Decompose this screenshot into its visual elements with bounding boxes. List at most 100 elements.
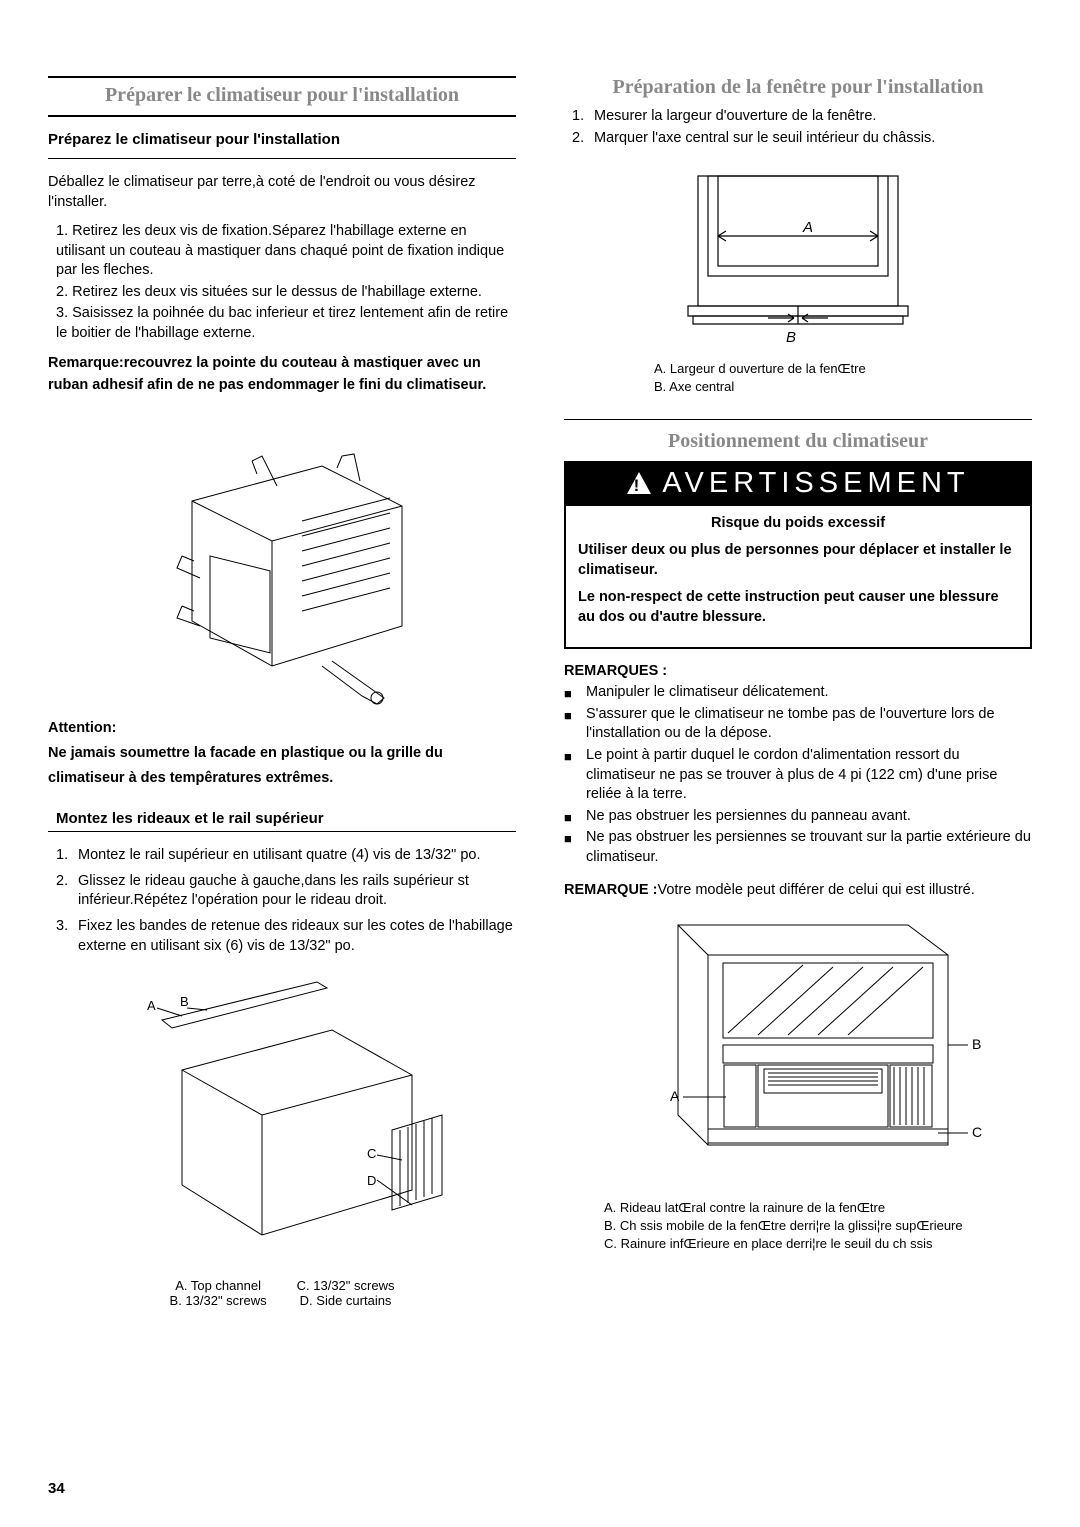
list-text: Manipuler le climatiseur délicatement. [586,683,829,703]
warning-text: Utiliser deux ou plus de personnes pour … [578,541,1018,580]
list-item: 2.Glissez le rideau gauche à gauche,dans… [56,872,516,911]
list-text: Ne pas obstruer les persiennes du pannea… [586,807,911,827]
list-text: Marquer l'axe central sur le seuil intér… [594,129,935,149]
window-ac-illustration: A B C [608,915,988,1185]
left-column: Préparer le climatiseur pour l'installat… [48,70,516,1308]
ac-unit-illustration [122,406,442,706]
warning-risk: Risque du poids excessif [578,514,1018,534]
page-columns: Préparer le climatiseur pour l'installat… [48,70,1032,1308]
figure-window-measure: A B A. Largeur d ouverture de la fenŒtre… [564,166,1032,396]
svg-text:A: A [802,219,813,236]
svg-text:D: D [367,1173,376,1188]
section-title-position: Positionnement du climatiseur [564,430,1032,453]
warning-title: AVERTISSEMENT [662,467,969,500]
list-text: Montez le rail supérieur en utilisant qu… [78,846,481,866]
bullet-icon: ■ [564,683,586,703]
curtains-illustration: A B C D [102,980,462,1270]
legend-item: B. 13/32" screws [170,1293,267,1308]
svg-text:C: C [367,1146,376,1161]
note-paragraph: REMARQUE :Votre modèle peut différer de … [564,881,1032,901]
warning-text: Le non-respect de cette instruction peut… [578,588,1018,627]
list-text: 1. Retirez les deux vis de fixation.Sépa… [56,222,516,281]
rule-thin [48,158,516,159]
numbered-list: 1. Retirez les deux vis de fixation.Sépa… [48,222,516,343]
figure-ac-unit [48,406,516,706]
window-measure-illustration: A B [668,166,928,346]
section-title-window: Préparation de la fenêtre pour l'install… [564,76,1032,99]
list-item: 2.Marquer l'axe central sur le seuil int… [572,129,1032,149]
legend-item: D. Side curtains [297,1293,395,1308]
list-text: S'assurer que le climatiseur ne tombe pa… [586,705,1032,744]
legend-item: C. 13/32" screws [297,1278,395,1293]
figure-window-ac: A B C A. Rideau latŒral contre la rainur… [564,915,1032,1254]
warning-header: ! AVERTISSEMENT [566,463,1030,506]
svg-text:B: B [972,1036,981,1052]
list-text: Glissez le rideau gauche à gauche,dans l… [78,872,516,911]
page-number: 34 [48,1480,65,1497]
caption-line: A. Largeur d ouverture de la fenŒtre [654,360,1032,378]
rule [48,76,516,78]
rule-thin [48,831,516,832]
warning-body: Risque du poids excessif Utiliser deux o… [566,506,1030,648]
legend-col: C. 13/32" screws D. Side curtains [297,1278,395,1308]
attention-label: Attention: [48,720,116,736]
svg-text:A: A [670,1088,680,1104]
bullet-icon: ■ [564,705,586,744]
list-item: ■Le point à partir duquel le cordon d'al… [564,746,1032,805]
list-text: Le point à partir duquel le cordon d'ali… [586,746,1032,805]
numbered-list-window: 1.Mesurer la largeur d'ouverture de la f… [564,107,1032,148]
list-num: 1. [572,107,594,127]
list-item: ■Manipuler le climatiseur délicatement. [564,683,1032,703]
list-item: 1.Mesurer la largeur d'ouverture de la f… [572,107,1032,127]
bullet-icon: ■ [564,807,586,827]
list-text: Fixez les bandes de retenue des rideaux … [78,917,516,956]
list-num: 3. [56,917,78,956]
list-text: 3. Saisissez la poihnée du bac inferieur… [56,304,516,343]
list-text: Mesurer la largeur d'ouverture de la fen… [594,107,876,127]
attention-block: Attention: Ne jamais soumettre la facade… [48,716,516,790]
svg-text:!: ! [634,476,645,495]
legend-item: A. Top channel [170,1278,267,1293]
list-item: 1. Retirez les deux vis de fixation.Sépa… [56,222,516,281]
list-item: ■Ne pas obstruer les persiennes se trouv… [564,828,1032,867]
list-num: 2. [572,129,594,149]
figure-legend: A. Top channel B. 13/32" screws C. 13/32… [48,1278,516,1308]
right-column: Préparation de la fenêtre pour l'install… [564,70,1032,1308]
figure-curtains: A B C D A. Top channel B. 13/32" screws … [48,980,516,1308]
bullet-icon: ■ [564,828,586,867]
svg-text:B: B [786,329,796,346]
caption-line: B. Axe central [654,378,1032,396]
subheading-mount: Montez les rideaux et le rail supérieur [56,810,516,827]
rule-thin [564,419,1032,420]
warning-triangle-icon: ! [626,471,652,495]
list-item: ■S'assurer que le climatiseur ne tombe p… [564,705,1032,744]
caption-line: C. Rainure infŒrieure en place derri¦re … [604,1235,1032,1253]
caption-line: A. Rideau latŒral contre la rainure de l… [604,1199,1032,1217]
list-item: 3.Fixez les bandes de retenue des rideau… [56,917,516,956]
remarks-heading: REMARQUES : [564,663,1032,679]
bullet-icon: ■ [564,746,586,805]
bullet-list: ■Manipuler le climatiseur délicatement. … [564,683,1032,867]
paragraph: Déballez le climatiseur par terre,à coté… [48,173,516,212]
note-text: Votre modèle peut différer de celui qui … [657,882,974,898]
svg-text:C: C [972,1124,982,1140]
caption-line: B. Ch ssis mobile de la fenŒtre derri¦re… [604,1217,1032,1235]
list-item: 1.Montez le rail supérieur en utilisant … [56,846,516,866]
figure-caption: A. Largeur d ouverture de la fenŒtre B. … [564,360,1032,396]
list-text: Ne pas obstruer les persiennes se trouva… [586,828,1032,867]
svg-text:B: B [180,994,189,1009]
list-num: 2. [56,872,78,911]
warning-box: ! AVERTISSEMENT Risque du poids excessif… [564,461,1032,650]
svg-text:A: A [147,998,156,1013]
section-title-prepare: Préparer le climatiseur pour l'installat… [48,84,516,107]
note-label: REMARQUE : [564,882,657,898]
remark-bold: Remarque:recouvrez la pointe du couteau … [48,352,516,397]
subheading-prepare: Préparez le climatiseur pour l'installat… [48,131,516,148]
legend-col: A. Top channel B. 13/32" screws [170,1278,267,1308]
list-text: 2. Retirez les deux vis situées sur le d… [56,283,482,303]
rule [48,115,516,117]
subheading-text: Préparez le climatiseur pour l'installat… [48,131,340,148]
numbered-list-mount: 1.Montez le rail supérieur en utilisant … [48,846,516,956]
list-item: 3. Saisissez la poihnée du bac inferieur… [56,304,516,343]
list-num: 1. [56,846,78,866]
